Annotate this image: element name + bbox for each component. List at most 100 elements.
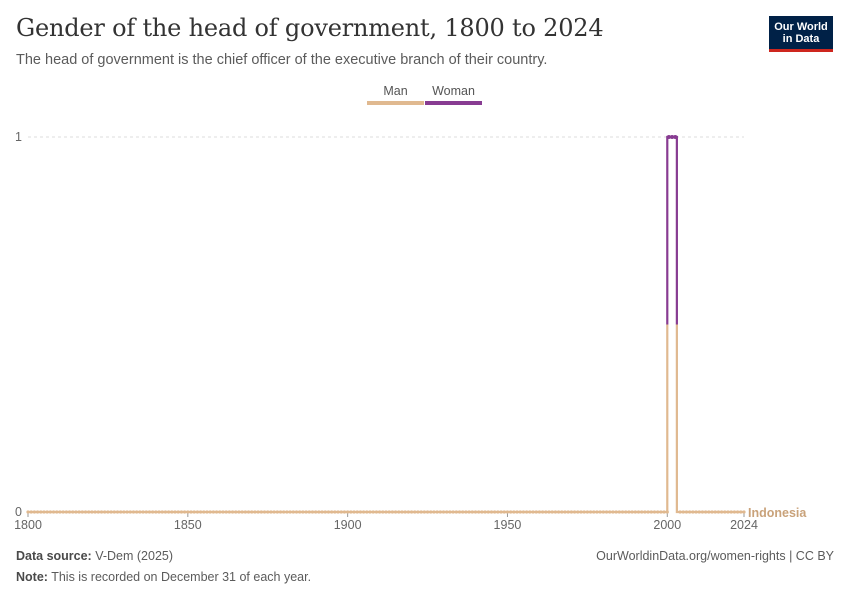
data-point-man [39, 510, 43, 514]
data-point-man [406, 510, 410, 514]
data-point-man [588, 510, 593, 514]
data-point-man [716, 510, 721, 514]
data-point-man [173, 510, 177, 514]
data-point-man [80, 510, 84, 514]
data-point-man [26, 510, 30, 514]
data-point-man [723, 510, 727, 514]
data-point-man [259, 510, 263, 514]
data-point-man [278, 510, 283, 514]
data-point-man [531, 510, 535, 514]
data-point-man [429, 510, 433, 514]
data-point-man [269, 510, 273, 514]
data-point-man [362, 510, 366, 514]
owid-logo[interactable]: Our World in Data [769, 16, 833, 52]
data-point-man [521, 510, 526, 514]
data-point-man [323, 510, 327, 514]
data-point-man [301, 510, 305, 514]
data-point-man [298, 510, 302, 514]
data-point-man [218, 510, 222, 514]
data-point-man [425, 510, 430, 514]
data-point-man [627, 510, 631, 514]
data-source-label: Data source: [16, 549, 92, 563]
data-point-man [333, 510, 337, 514]
data-point-woman [670, 135, 675, 139]
x-tick-label: 1850 [174, 518, 202, 532]
data-point-man [170, 510, 174, 514]
data-point-man [560, 510, 564, 514]
data-point-man [512, 510, 516, 514]
data-point-man [368, 510, 372, 514]
data-point-man [534, 510, 538, 514]
data-point-man [221, 510, 225, 514]
data-point-man [432, 510, 436, 514]
data-point-man [151, 510, 155, 514]
data-point-man [544, 510, 548, 514]
data-point-man [518, 510, 522, 514]
data-point-man [393, 510, 398, 514]
data-point-man [403, 510, 407, 514]
data-point-man [106, 510, 110, 514]
data-point-man [77, 510, 81, 514]
data-point-man [489, 510, 494, 514]
data-point-man [122, 510, 126, 514]
data-point-man [435, 510, 439, 514]
data-point-man [55, 510, 59, 514]
data-point-man [262, 510, 267, 514]
data-point-man [125, 510, 129, 514]
data-point-man [141, 510, 145, 514]
data-point-man [710, 510, 714, 514]
data-point-man [192, 510, 196, 514]
note-text: This is recorded on December 31 of each … [51, 570, 312, 584]
data-point-man [413, 510, 417, 514]
data-point-man [636, 510, 641, 514]
data-point-man [71, 510, 75, 514]
data-point-man [582, 510, 586, 514]
data-point-man [496, 510, 500, 514]
data-point-man [83, 510, 88, 514]
data-point-man [732, 510, 737, 514]
data-point-man [694, 510, 698, 514]
data-point-man [307, 510, 311, 514]
data-point-man [138, 510, 142, 514]
data-point-man [499, 510, 503, 514]
data-point-man [585, 510, 589, 514]
data-point-man [537, 510, 542, 514]
x-tick-label: 1950 [494, 518, 522, 532]
data-point-man [214, 510, 219, 514]
data-point-man [103, 510, 107, 514]
data-point-man [246, 510, 251, 514]
data-point-man [397, 510, 401, 514]
data-point-man [147, 510, 152, 514]
legend-label-woman: Woman [432, 84, 475, 98]
data-source-link[interactable]: V-Dem (2025) [95, 549, 174, 563]
data-point-man [563, 510, 567, 514]
attribution-link[interactable]: OurWorldinData.org/women-rights | CC BY [596, 549, 834, 563]
data-point-man [339, 510, 343, 514]
data-point-man [720, 510, 724, 514]
data-point-man [457, 510, 462, 514]
data-point-man [678, 510, 682, 514]
data-point-man [713, 510, 717, 514]
data-point-man [547, 510, 551, 514]
data-point-man [330, 510, 334, 514]
legend-label-man: Man [383, 84, 407, 98]
data-point-man [445, 510, 449, 514]
data-point-man [378, 510, 382, 514]
entity-label: Indonesia [748, 506, 807, 520]
data-point-man [441, 510, 446, 514]
data-point-man [611, 510, 615, 514]
data-point-man [617, 510, 621, 514]
data-point-man [493, 510, 497, 514]
data-point-man [64, 510, 68, 514]
data-point-man [505, 510, 510, 514]
data-point-man [473, 510, 478, 514]
data-point-man [704, 510, 708, 514]
data-point-man [557, 510, 561, 514]
data-point-man [736, 510, 740, 514]
data-point-man [422, 510, 426, 514]
data-point-man [29, 510, 33, 514]
data-point-man [707, 510, 711, 514]
data-point-man [154, 510, 158, 514]
data-point-man [633, 510, 637, 514]
